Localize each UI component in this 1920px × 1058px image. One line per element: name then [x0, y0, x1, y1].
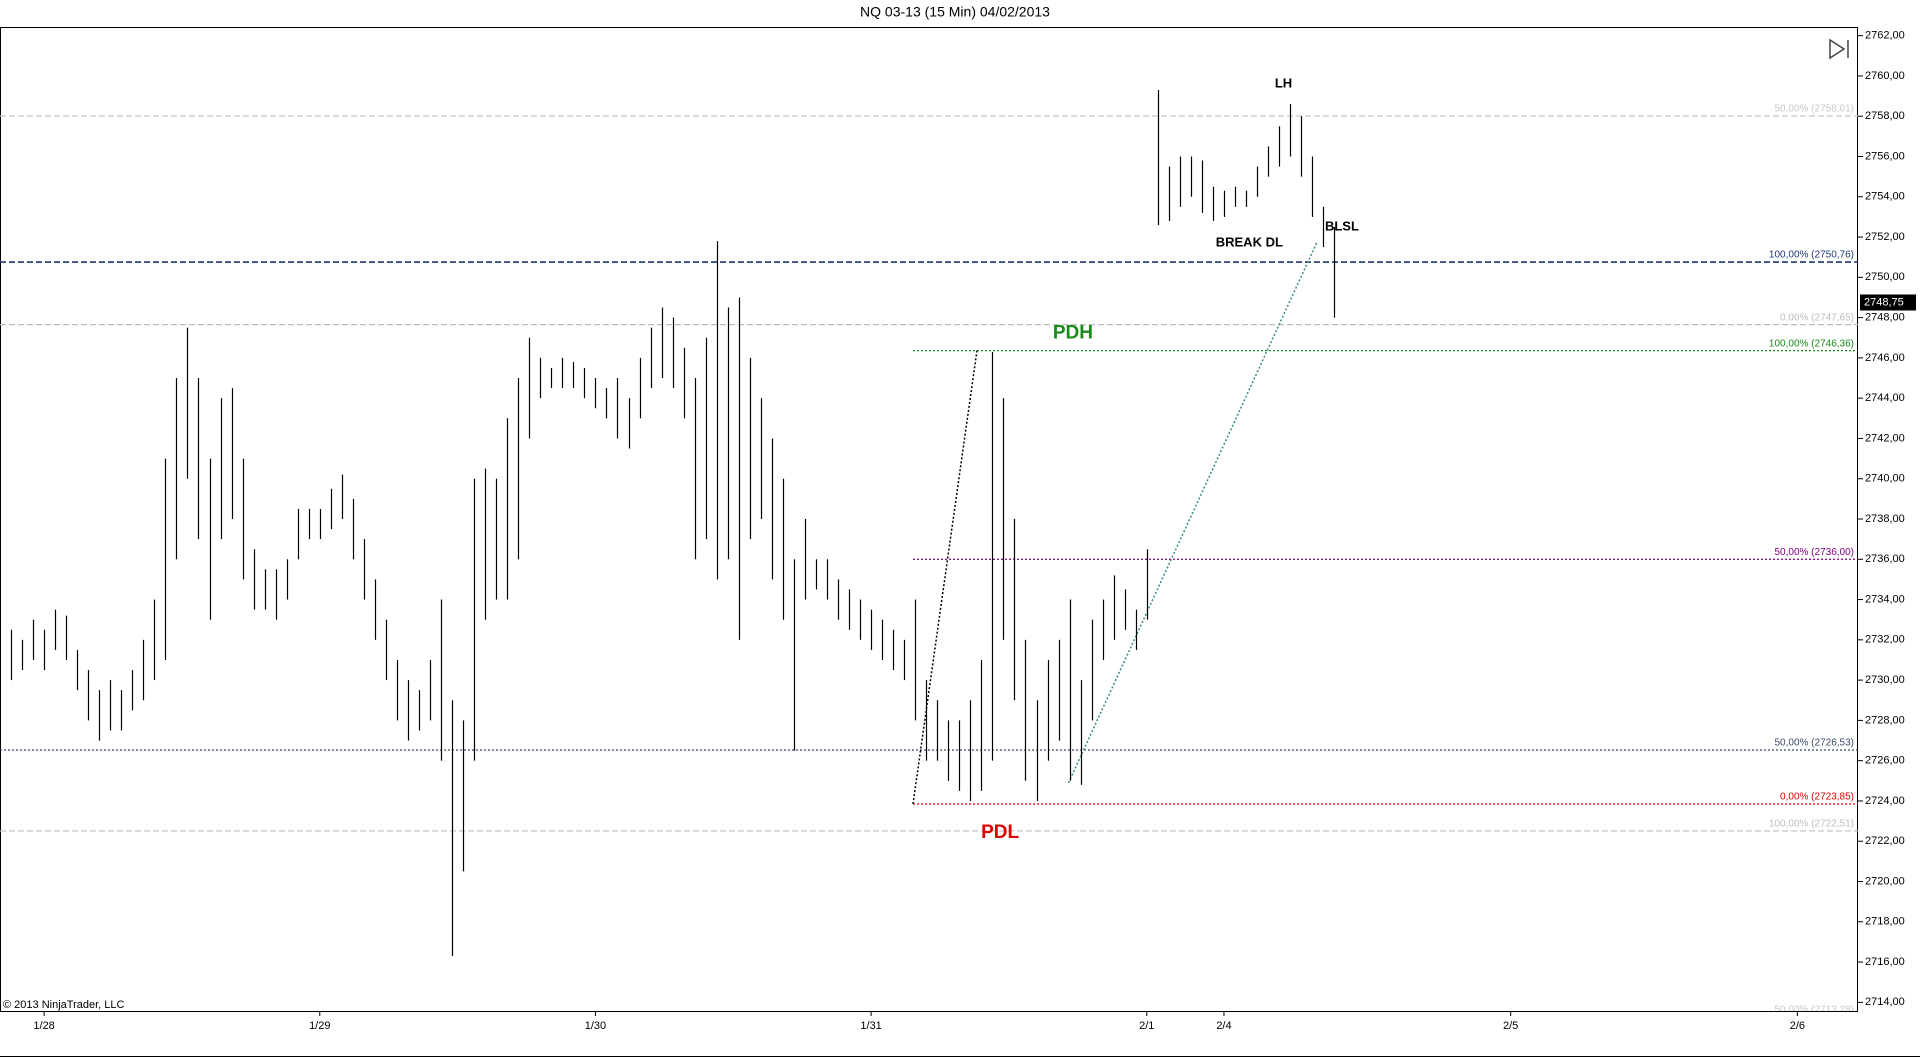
fib-level-label: 100,00% (2722,51)	[1769, 819, 1854, 830]
x-tick-label: 1/28	[33, 1020, 54, 1032]
y-tick-label: 2716,00	[1865, 956, 1905, 968]
annotation: BREAK DL	[1216, 235, 1283, 250]
x-tick-label: 1/30	[585, 1020, 606, 1032]
x-tick-label: 1/31	[860, 1020, 881, 1032]
fib-level-label: 50,00% (2713,28)	[1774, 1004, 1854, 1015]
fib-level-label: 100,00% (2746,36)	[1769, 338, 1854, 349]
last-price-label: 2748,75	[1864, 296, 1904, 308]
last-price-box	[1860, 294, 1916, 311]
scroll-end-icon[interactable]	[1829, 38, 1849, 60]
y-tick-label: 2724,00	[1865, 795, 1905, 807]
annotation: PDH	[1053, 323, 1093, 344]
annotation: BLSL	[1325, 218, 1359, 233]
chart-title: NQ 03-13 (15 Min) 04/02/2013	[860, 4, 1050, 20]
y-tick-label: 2736,00	[1865, 553, 1905, 565]
fib-level-label: 50,00% (2758,01)	[1774, 104, 1854, 115]
annotation: PDL	[981, 822, 1019, 843]
y-tick-label: 2762,00	[1865, 30, 1905, 42]
copyright: © 2013 NinjaTrader, LLC	[3, 999, 124, 1011]
y-tick-label: 2722,00	[1865, 835, 1905, 847]
y-tick-label: 2728,00	[1865, 714, 1905, 726]
x-tick-label: 2/5	[1503, 1020, 1518, 1032]
y-tick-label: 2750,00	[1865, 271, 1905, 283]
y-tick-label: 2738,00	[1865, 513, 1905, 525]
y-tick-label: 2714,00	[1865, 996, 1905, 1008]
x-tick-label: 2/6	[1790, 1020, 1805, 1032]
y-tick-label: 2756,00	[1865, 150, 1905, 162]
fib-level-label: 0,00% (2747,65)	[1780, 312, 1854, 323]
y-tick-label: 2746,00	[1865, 352, 1905, 364]
y-tick-label: 2718,00	[1865, 916, 1905, 928]
trendline	[912, 350, 978, 805]
y-tick-label: 2744,00	[1865, 392, 1905, 404]
plot-frame	[0, 27, 1858, 1012]
annotation: LH	[1275, 75, 1292, 90]
y-tick-label: 2732,00	[1865, 634, 1905, 646]
fib-level-label: 100,00% (2750,76)	[1769, 250, 1854, 261]
y-tick-label: 2734,00	[1865, 593, 1905, 605]
plot-area: 50,00% (2758,01) 100,00% (2750,76) 0,00% (…	[0, 90, 1858, 1015]
trendline	[1067, 242, 1318, 784]
y-tick-label: 2754,00	[1865, 191, 1905, 203]
y-tick-label: 2752,00	[1865, 231, 1905, 243]
fib-level-label: 50,00% (2726,53)	[1774, 738, 1854, 749]
fib-level-label: 0,00% (2723,85)	[1780, 792, 1854, 803]
y-tick-label: 2758,00	[1865, 110, 1905, 122]
y-tick-label: 2720,00	[1865, 875, 1905, 887]
fib-level-label: 50,00% (2736,00)	[1774, 547, 1854, 558]
x-tick-label: 1/29	[309, 1020, 330, 1032]
y-tick-label: 2730,00	[1865, 674, 1905, 686]
y-tick-label: 2748,00	[1865, 312, 1905, 324]
x-tick-label: 2/4	[1216, 1020, 1231, 1032]
y-tick-label: 2742,00	[1865, 432, 1905, 444]
x-tick-label: 2/1	[1139, 1020, 1154, 1032]
y-tick-label: 2760,00	[1865, 70, 1905, 82]
y-tick-label: 2726,00	[1865, 755, 1905, 767]
y-tick-label: 2740,00	[1865, 473, 1905, 485]
